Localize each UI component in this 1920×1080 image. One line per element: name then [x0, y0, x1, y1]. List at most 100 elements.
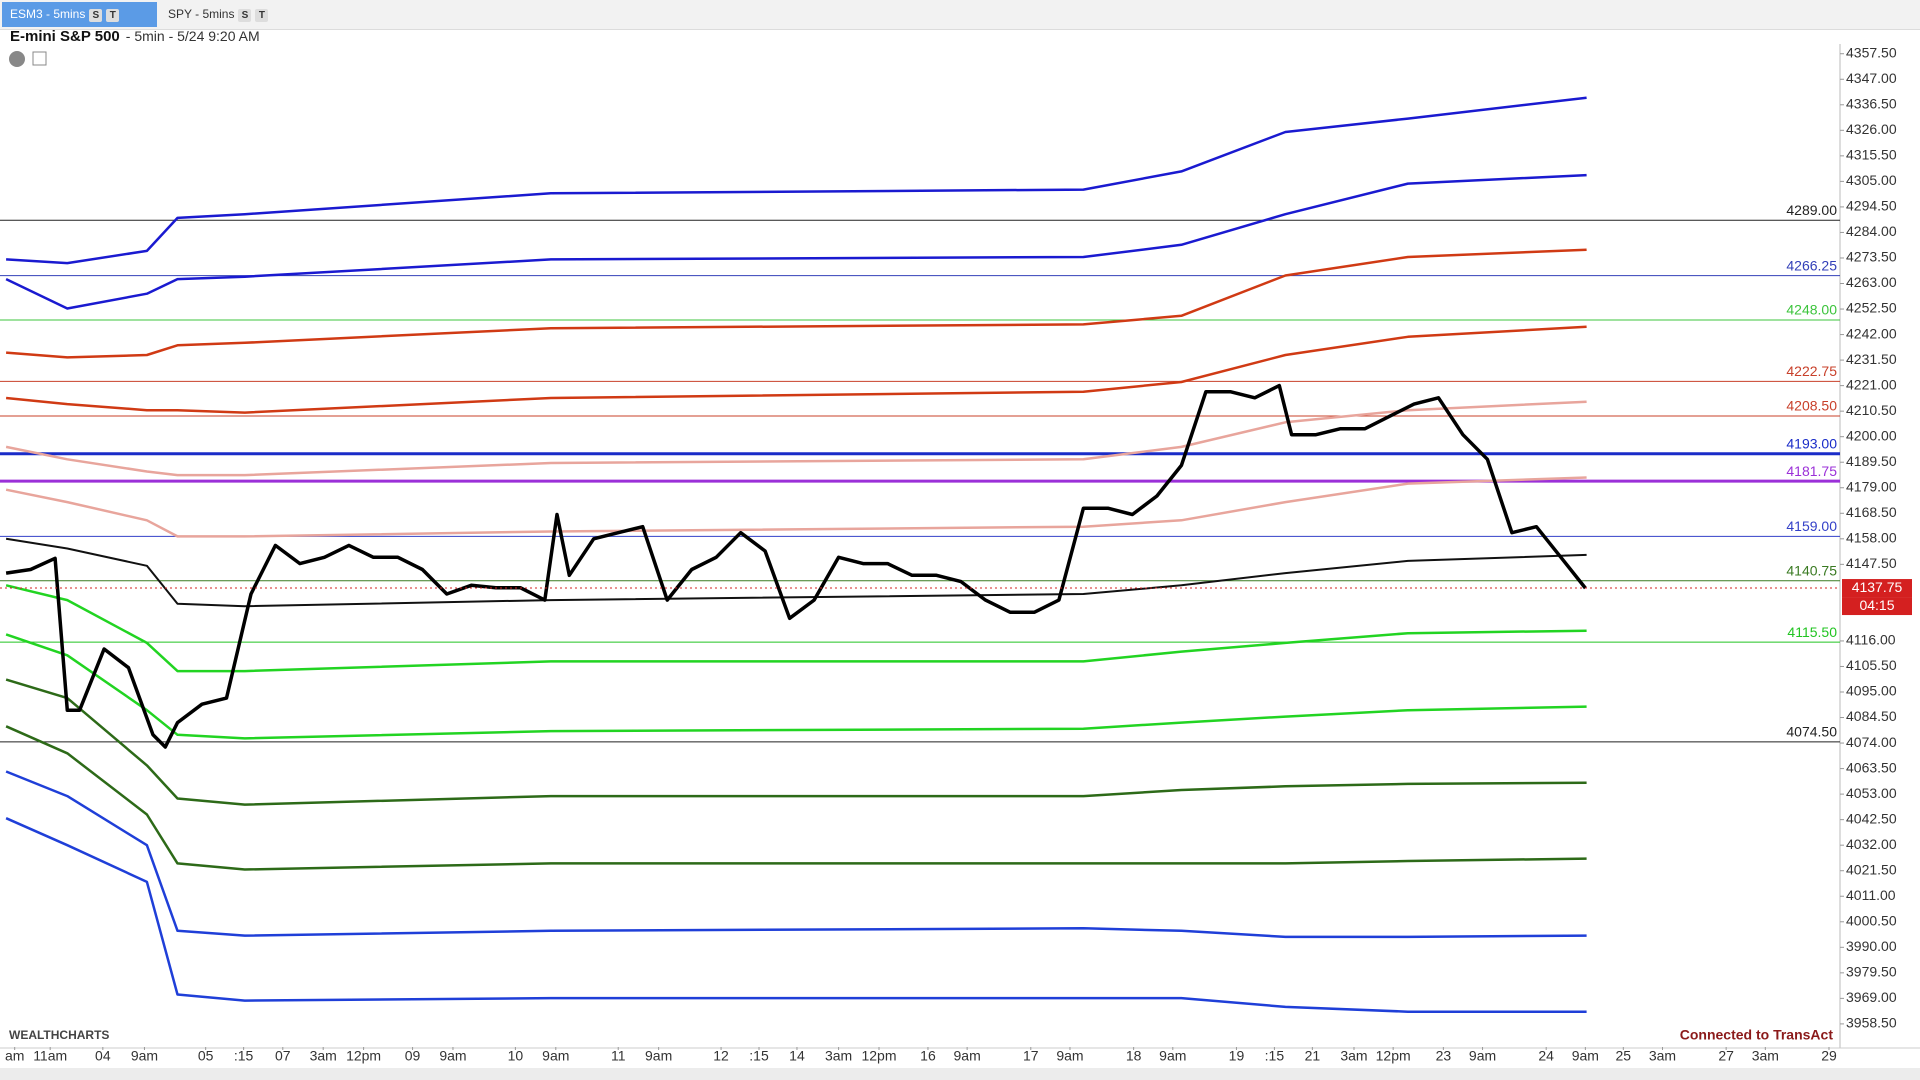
band-line: [5, 173, 1587, 310]
badge[interactable]: T: [106, 9, 120, 22]
y-tick-label: 4147.50: [1846, 555, 1897, 571]
band-line: [5, 770, 1587, 939]
y-tick-label: 4116.00: [1846, 632, 1896, 648]
x-tick-label: :15: [1265, 1048, 1285, 1064]
y-tick-label: 3969.00: [1846, 989, 1897, 1005]
x-tick-label: 27: [1718, 1048, 1734, 1064]
y-tick-label: 4305.00: [1846, 172, 1897, 188]
price-level-label: 4115.50: [1787, 624, 1837, 640]
y-tick-label: 4221.00: [1846, 376, 1897, 392]
x-tick-label: am: [5, 1048, 24, 1064]
y-tick-label: 4242.00: [1846, 325, 1897, 341]
band-line: [5, 817, 1587, 1013]
price-level-label: 4289.00: [1786, 202, 1837, 218]
x-tick-label: 9am: [439, 1048, 466, 1064]
price-level-label: 4208.50: [1786, 398, 1837, 414]
chart-header: E-mini S&P 500 - 5min - 5/24 9:20 AM: [10, 28, 260, 45]
add-icon[interactable]: [32, 51, 47, 66]
y-tick-label: 4315.50: [1846, 147, 1897, 163]
badge[interactable]: S: [238, 9, 252, 22]
y-tick-label: 4284.00: [1846, 223, 1897, 239]
y-tick-label: 4347.00: [1846, 70, 1897, 86]
x-tick-label: 24: [1538, 1048, 1554, 1064]
band-line: [6, 96, 1587, 265]
x-tick-label: 12pm: [861, 1048, 896, 1064]
chart-subtitle: - 5min - 5/24 9:20 AM: [125, 28, 260, 44]
price-level-label: 4248.00: [1786, 302, 1837, 318]
y-tick-label: 4011.00: [1846, 887, 1896, 903]
y-tick-label: 4021.50: [1846, 861, 1897, 877]
x-tick-label: 12: [713, 1048, 729, 1064]
y-tick-label: 4158.00: [1846, 530, 1897, 546]
badge[interactable]: T: [255, 9, 269, 22]
x-tick-label: 12pm: [346, 1048, 381, 1064]
band-line: [5, 400, 1587, 477]
tab[interactable]: ESM3 - 5mins S T: [2, 2, 157, 27]
x-tick-label: 9am: [1159, 1048, 1186, 1064]
x-tick-label: 11: [611, 1048, 626, 1064]
x-tick-label: 14: [789, 1048, 805, 1064]
price-level-label: 4140.75: [1786, 562, 1837, 578]
x-tick-label: 23: [1436, 1048, 1452, 1064]
x-tick-label: 25: [1616, 1048, 1632, 1064]
badge[interactable]: S: [89, 9, 103, 22]
y-tick-label: 4063.50: [1846, 759, 1897, 775]
y-tick-label: 4200.00: [1846, 427, 1897, 443]
band-line: [5, 678, 1587, 806]
x-tick-label: 9am: [645, 1048, 672, 1064]
x-tick-label: 05: [198, 1048, 214, 1064]
y-tick-label: 3990.00: [1846, 938, 1897, 954]
tab-label: SPY - 5mins: [168, 7, 235, 21]
x-tick-label: 21: [1305, 1048, 1321, 1064]
current-price-label: 4137.75: [1852, 579, 1903, 595]
y-tick-label: 4273.50: [1846, 249, 1897, 265]
y-tick-label: 4053.00: [1846, 785, 1897, 801]
x-tick-label: 9am: [1469, 1048, 1496, 1064]
y-tick-label: 4336.50: [1846, 95, 1897, 111]
y-tick-label: 4084.50: [1846, 708, 1897, 724]
x-tick-label: :15: [234, 1048, 254, 1064]
price-level-label: 4222.75: [1786, 363, 1837, 379]
x-tick-label: 9am: [1056, 1048, 1083, 1064]
band-line: [5, 537, 1587, 608]
y-tick-label: 4210.50: [1846, 402, 1897, 418]
settings-icon[interactable]: [9, 51, 25, 67]
y-tick-label: 4263.00: [1846, 274, 1897, 290]
x-tick-label: 3am: [1752, 1048, 1779, 1064]
band-line: [5, 325, 1587, 414]
x-tick-label: 10: [508, 1048, 524, 1064]
y-tick-label: 4252.50: [1846, 300, 1897, 316]
band-line: [5, 476, 1587, 538]
x-tick-label: 9am: [131, 1048, 158, 1064]
y-tick-label: 4294.50: [1846, 198, 1897, 214]
band-line: [5, 633, 1587, 740]
tab-label: ESM3 - 5mins: [10, 7, 86, 21]
y-tick-label: 4231.50: [1846, 351, 1897, 367]
x-tick-label: 9am: [1572, 1048, 1599, 1064]
x-tick-label: 9am: [954, 1048, 981, 1064]
y-tick-label: 4179.00: [1846, 478, 1897, 494]
y-tick-label: 3979.50: [1846, 964, 1897, 980]
brand: WEALTHCHARTS: [9, 1028, 109, 1042]
y-tick-label: 4357.50: [1846, 44, 1897, 60]
price-level-label: 4074.50: [1786, 724, 1837, 740]
tab-bar: ESM3 - 5mins S T SPY - 5mins S T: [0, 0, 1920, 30]
current-price-box: [1842, 579, 1912, 598]
x-tick-label: :15: [749, 1048, 769, 1064]
connection-status: Connected to TransAct: [1680, 1027, 1834, 1043]
y-tick-label: 4074.00: [1846, 734, 1897, 750]
x-tick-label: 3am: [310, 1048, 337, 1064]
tab[interactable]: SPY - 5mins S T: [160, 2, 305, 27]
y-tick-label: 3958.50: [1846, 1015, 1897, 1031]
y-tick-label: 4168.50: [1846, 504, 1897, 520]
y-tick-label: 4000.50: [1846, 912, 1897, 928]
y-tick-label: 4189.50: [1846, 453, 1897, 469]
price-level-label: 4266.25: [1786, 257, 1837, 273]
x-tick-label: 11am: [33, 1048, 67, 1064]
y-tick-label: 4042.50: [1846, 810, 1897, 826]
bottom-bar: [0, 1068, 1920, 1080]
x-tick-label: 19: [1229, 1048, 1245, 1064]
chart-title: E-mini S&P 500: [10, 28, 120, 45]
